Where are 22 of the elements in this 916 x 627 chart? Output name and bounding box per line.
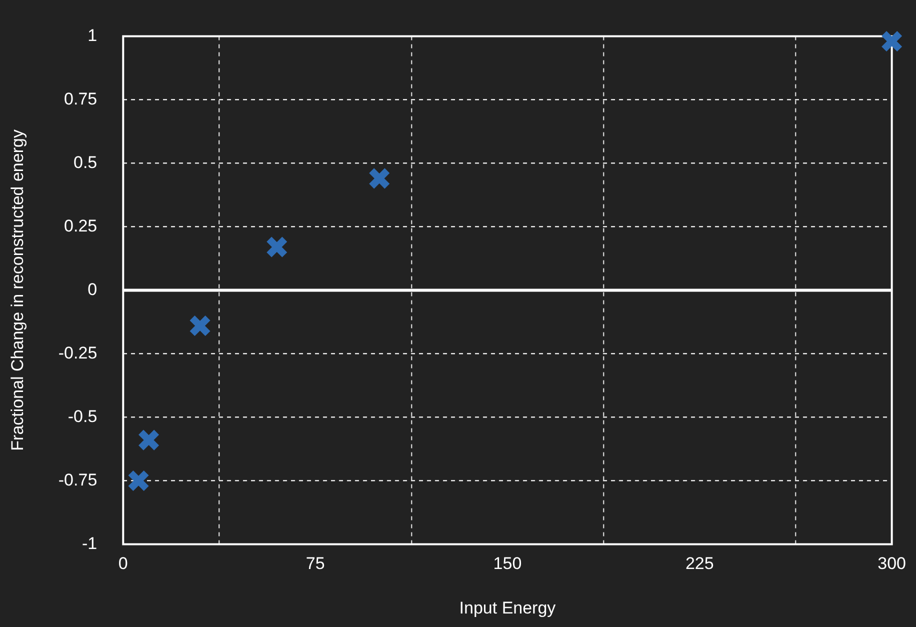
y-tick-label: -1 bbox=[82, 534, 98, 553]
point bbox=[137, 428, 160, 452]
point bbox=[127, 469, 150, 492]
y-tick-label: 1 bbox=[88, 26, 98, 45]
point bbox=[266, 236, 288, 258]
x-tick-label: 0 bbox=[118, 554, 128, 574]
x-axis-title: Input Energy bbox=[459, 598, 556, 618]
point bbox=[880, 30, 904, 53]
x-tick-label: 225 bbox=[685, 554, 714, 574]
y-axis-title: Fractional Change in reconstructed energy bbox=[8, 129, 27, 451]
y-tick-label: 0.25 bbox=[64, 216, 98, 236]
x-tick-label: 300 bbox=[878, 554, 906, 574]
y-tick-label: -0.5 bbox=[68, 406, 98, 426]
y-tick-label: 0.5 bbox=[74, 152, 98, 172]
y-tick-label: 0.75 bbox=[64, 89, 98, 108]
y-tick-label: -0.75 bbox=[58, 470, 98, 490]
point bbox=[188, 314, 212, 338]
x-tick-label: 150 bbox=[493, 554, 522, 574]
y-tick-label: -0.25 bbox=[58, 343, 98, 362]
x-tick-label: 75 bbox=[306, 554, 325, 574]
y-tick-label: 0 bbox=[88, 280, 98, 299]
point bbox=[368, 167, 391, 190]
